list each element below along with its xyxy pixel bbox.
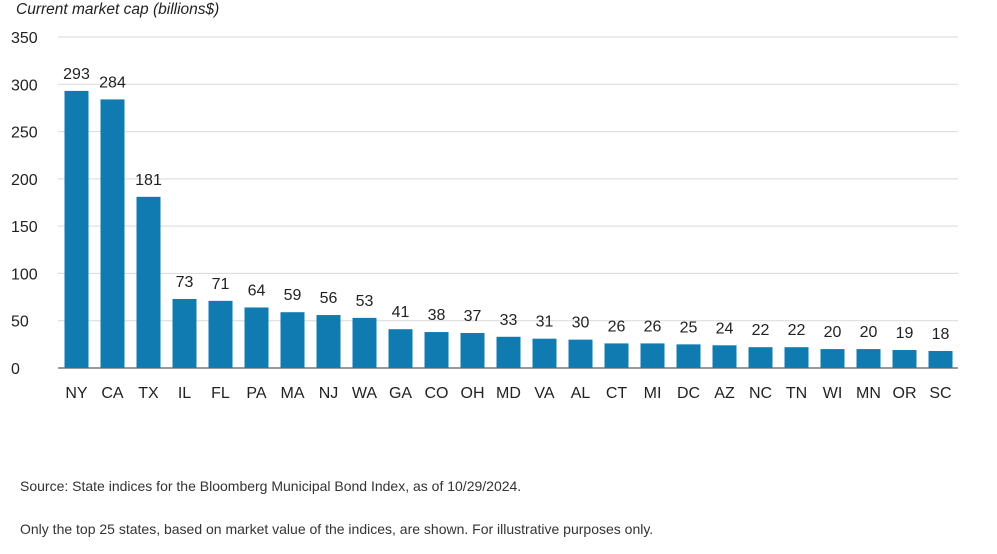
data-label: 73 xyxy=(176,274,194,291)
bar-ma xyxy=(280,312,305,368)
bar-nc xyxy=(748,347,773,368)
bar-wa xyxy=(352,317,377,368)
data-label: 19 xyxy=(896,325,914,342)
y-axis-ticks: 0 50 100 150 200 250 300 350 xyxy=(11,30,38,378)
x-tick-label: PA xyxy=(246,385,266,402)
y-tick-label: 250 xyxy=(11,125,38,142)
bar-az xyxy=(712,345,737,368)
bar-al xyxy=(568,339,593,368)
x-tick-label: NJ xyxy=(319,385,339,402)
data-label: 26 xyxy=(608,318,626,335)
data-label: 30 xyxy=(572,315,590,332)
y-tick-label: 350 xyxy=(11,30,38,47)
bar-ga xyxy=(388,329,413,368)
x-tick-label: DC xyxy=(677,385,700,402)
x-tick-label: MN xyxy=(856,385,881,402)
bar-sc xyxy=(928,350,953,368)
y-tick-label: 300 xyxy=(11,77,38,94)
y-tick-label: 200 xyxy=(11,172,38,189)
x-tick-label: OH xyxy=(461,385,485,402)
data-label: 33 xyxy=(500,312,518,329)
data-label: 59 xyxy=(284,287,302,304)
bar-md xyxy=(496,336,521,368)
x-tick-label: MA xyxy=(281,385,305,402)
data-label: 37 xyxy=(464,308,482,325)
y-axis-label: Current market cap (billions$) xyxy=(16,1,219,18)
bar-tx xyxy=(136,196,161,368)
data-label: 24 xyxy=(716,320,734,337)
x-tick-label: OR xyxy=(893,385,917,402)
data-label: 38 xyxy=(428,307,446,324)
x-tick-label: NC xyxy=(749,385,772,402)
data-label: 26 xyxy=(644,318,662,335)
bar-mn xyxy=(856,349,881,368)
bar-fl xyxy=(208,300,233,368)
source-note: Source: State indices for the Bloomberg … xyxy=(20,478,522,494)
bar-ct xyxy=(604,343,629,368)
bar-dc xyxy=(676,344,701,368)
x-tick-label: CA xyxy=(101,385,124,402)
data-label: 293 xyxy=(63,66,90,83)
bars xyxy=(64,90,953,369)
bar-va xyxy=(532,338,557,368)
x-tick-label: NY xyxy=(65,385,88,402)
y-tick-label: 150 xyxy=(11,219,38,236)
bar-oh xyxy=(460,333,485,368)
x-tick-label: AZ xyxy=(714,385,735,402)
bar-co xyxy=(424,332,449,368)
x-tick-label: VA xyxy=(534,385,554,402)
data-label: 31 xyxy=(536,314,554,331)
x-tick-label: WI xyxy=(823,385,843,402)
x-tick-label: MD xyxy=(496,385,521,402)
x-tick-label: TX xyxy=(138,385,159,402)
x-tick-label: TN xyxy=(786,385,807,402)
x-tick-label: IL xyxy=(178,385,191,402)
x-tick-label: MI xyxy=(644,385,662,402)
footnote: Only the top 25 states, based on market … xyxy=(20,521,654,537)
bar-pa xyxy=(244,307,269,368)
bar-or xyxy=(892,350,917,368)
x-tick-label: CT xyxy=(606,385,628,402)
bar-il xyxy=(172,298,197,368)
x-tick-label: FL xyxy=(211,385,230,402)
data-label: 71 xyxy=(212,276,230,293)
y-tick-label: 100 xyxy=(11,266,38,283)
data-label: 25 xyxy=(680,319,698,336)
data-labels: 293 284 181 73 71 64 59 56 53 41 38 37 33 31 30 26 26 25 2… xyxy=(63,66,949,343)
data-label: 22 xyxy=(788,322,806,339)
bar-chart: Current market cap (billions$) 0 50 100 150… xyxy=(11,1,958,402)
data-label: 41 xyxy=(392,304,410,321)
bar-wi xyxy=(820,349,845,368)
bar-mi xyxy=(640,343,665,368)
x-tick-label: GA xyxy=(389,385,412,402)
data-label: 18 xyxy=(932,326,950,343)
x-tick-label: AL xyxy=(571,385,591,402)
data-label: 20 xyxy=(860,324,878,341)
data-label: 56 xyxy=(320,290,338,307)
data-label: 64 xyxy=(248,282,266,299)
x-axis-ticks: NY CA TX IL FL PA MA NJ WA GA CO OH MD VA AL CT MI DC AZ NC… xyxy=(65,385,951,402)
x-tick-label: CO xyxy=(425,385,449,402)
x-tick-label: WA xyxy=(352,385,378,402)
bar-nj xyxy=(316,315,341,368)
bar-tn xyxy=(784,347,809,368)
data-label: 22 xyxy=(752,322,770,339)
bar-ca xyxy=(100,99,125,368)
data-label: 284 xyxy=(99,74,126,91)
x-tick-label: SC xyxy=(929,385,951,402)
bar-ny xyxy=(64,90,89,369)
data-label: 181 xyxy=(135,172,162,189)
data-label: 53 xyxy=(356,293,374,310)
data-label: 20 xyxy=(824,324,842,341)
y-tick-label: 50 xyxy=(11,314,29,331)
gridlines xyxy=(58,36,958,369)
y-tick-label: 0 xyxy=(11,361,20,378)
